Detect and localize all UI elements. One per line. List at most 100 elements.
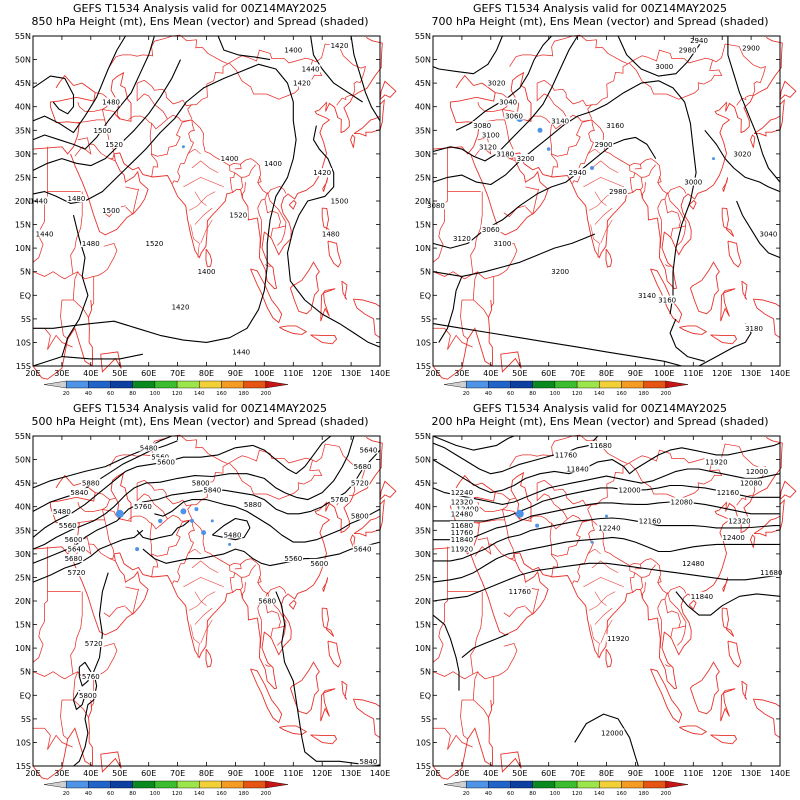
contour-label: 5720 (85, 640, 103, 648)
contour-label: 3060 (482, 226, 500, 234)
lat-tick-label: 5N (420, 668, 431, 677)
contour-label-bg (486, 78, 507, 87)
coastline (310, 334, 338, 345)
lat-tick-label: 10N (415, 244, 431, 253)
contour-label: 3200 (517, 155, 535, 163)
height-contour (32, 435, 355, 550)
panel-700hpa: GEFS T1534 Analysis valid for 00Z14MAY20… (400, 0, 800, 400)
colorbar-swatch (88, 780, 111, 789)
country-border (73, 271, 89, 318)
contour-label: 3140 (638, 292, 656, 300)
colorbar-swatch (176, 780, 200, 789)
contour-label: 5680 (354, 463, 372, 471)
country-border (572, 119, 595, 184)
spread-patch (180, 508, 187, 515)
contour-label-bg (554, 450, 578, 459)
country-border (641, 164, 656, 178)
country-border (234, 172, 243, 190)
country-border (525, 586, 539, 615)
contour-label-bg (654, 62, 675, 71)
height-contour (704, 129, 781, 193)
contour-label: 11840 (451, 536, 473, 544)
colorbar-label: 20 (463, 391, 470, 397)
coastline (341, 680, 348, 700)
map-layers: 5480556056005640568057205760580058405880… (32, 434, 397, 780)
colorbar-label: 100 (150, 791, 161, 797)
contour-label: 2900 (742, 44, 760, 52)
colorbar-swatch (43, 380, 67, 389)
country-border (628, 43, 767, 96)
state-boundary (590, 224, 600, 258)
country-border (88, 143, 116, 162)
country-border (265, 264, 271, 267)
coastline (353, 498, 385, 537)
coastline (605, 648, 613, 668)
country-border (549, 114, 592, 178)
coastline (470, 437, 783, 690)
colorbar-label: 40 (85, 791, 92, 797)
coastline (353, 98, 385, 137)
colorbar-label: 100 (550, 791, 561, 797)
lon-tick-label: 30E (454, 769, 469, 778)
contour-label: 5600 (65, 536, 83, 544)
coastline (320, 288, 336, 322)
coastline (350, 534, 356, 548)
coastline (288, 199, 297, 210)
lon-tick-label: 40E (83, 369, 98, 378)
map-layers: 1400 1420 1440 1480 1500 1520 1400 1420 1440 1480… (29, 34, 397, 380)
lon-tick-label: 130E (741, 769, 761, 778)
colorbar-swatch (599, 780, 622, 789)
lat-tick-label: 15S (16, 762, 31, 771)
country-border (473, 271, 489, 318)
contour-label: 1440 (232, 348, 250, 356)
country-border (447, 334, 473, 350)
coastline (750, 534, 756, 548)
colorbar-swatch (176, 380, 200, 389)
contour-label-bg (78, 690, 98, 699)
contour-label-bg (478, 142, 498, 151)
contour-label: 1420 (172, 304, 190, 312)
lon-tick-label: 90E (228, 369, 243, 378)
colorbar-label: 120 (172, 391, 183, 397)
contour-label-bg (600, 728, 625, 737)
colorbar-label: 200 (261, 391, 272, 397)
panel-subtitle: 850 hPa Height (mt), Ens Mean (vector) a… (31, 15, 369, 28)
contour-label: 5640 (354, 546, 372, 554)
country-border (234, 164, 242, 170)
state-boundary (583, 577, 625, 588)
colorbar-label: 60 (107, 391, 114, 397)
height-contour (432, 136, 657, 249)
height-contour (669, 318, 705, 362)
colorbar-swatch (621, 380, 644, 389)
contour-label: 3000 (684, 179, 702, 187)
contour-label-bg (605, 121, 625, 130)
contour-label-bg (689, 591, 714, 600)
colorbar-label: 80 (129, 791, 136, 797)
colorbar-swatch (510, 380, 533, 389)
country-border (460, 699, 468, 740)
contour-label-bg (495, 149, 516, 158)
contour-label-bg (492, 238, 513, 247)
colorbar-label: 20 (63, 791, 70, 797)
lat-tick-label: 10S (416, 338, 431, 347)
country-border (241, 564, 256, 578)
contour-label-bg (81, 238, 101, 247)
contour-label-bg (66, 568, 87, 577)
coastline (722, 177, 729, 192)
colorbar-label: 200 (661, 791, 672, 797)
country-border (634, 164, 642, 170)
contour-label-bg (66, 544, 87, 553)
country-border (503, 605, 526, 618)
coastline (88, 699, 94, 767)
colorbar-swatch (488, 780, 511, 789)
spread-patch (115, 509, 124, 518)
height-contour (32, 75, 75, 115)
contour-label-bg (243, 499, 263, 508)
coastline (605, 248, 613, 268)
lat-tick-label: EQ (420, 291, 431, 300)
height-contour (61, 214, 89, 357)
height-contour (432, 323, 682, 367)
lon-tick-label: 80E (599, 369, 614, 378)
state-boundary (183, 177, 225, 188)
contour-label-bg (637, 290, 657, 299)
